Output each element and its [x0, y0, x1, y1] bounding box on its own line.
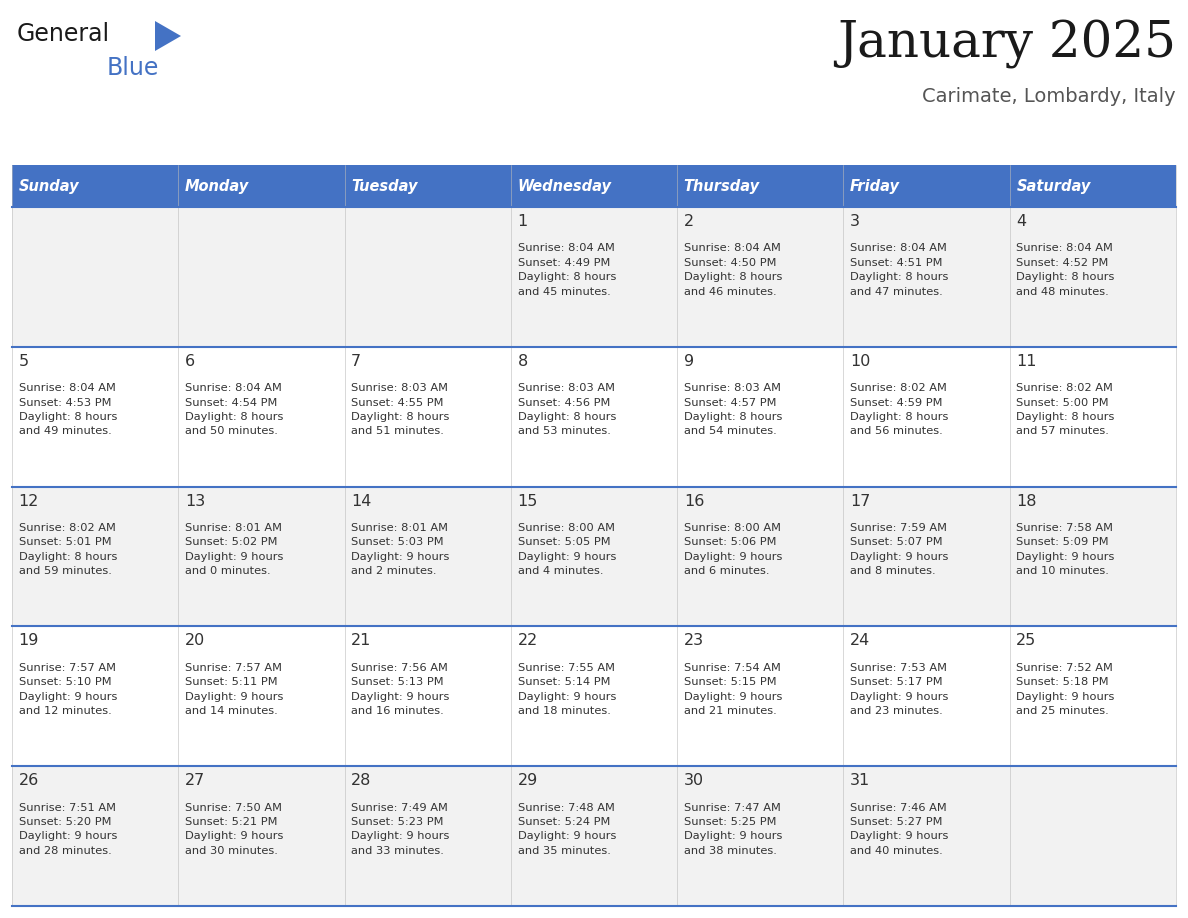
Text: 6: 6	[185, 353, 195, 369]
Text: Sunrise: 8:04 AM
Sunset: 4:49 PM
Daylight: 8 hours
and 45 minutes.: Sunrise: 8:04 AM Sunset: 4:49 PM Dayligh…	[518, 243, 615, 297]
Text: 15: 15	[518, 494, 538, 509]
Text: 10: 10	[851, 353, 871, 369]
Text: Sunrise: 7:46 AM
Sunset: 5:27 PM
Daylight: 9 hours
and 40 minutes.: Sunrise: 7:46 AM Sunset: 5:27 PM Dayligh…	[851, 802, 948, 856]
Text: Sunrise: 8:00 AM
Sunset: 5:05 PM
Daylight: 9 hours
and 4 minutes.: Sunrise: 8:00 AM Sunset: 5:05 PM Dayligh…	[518, 523, 615, 577]
Text: Sunrise: 8:04 AM
Sunset: 4:54 PM
Daylight: 8 hours
and 50 minutes.: Sunrise: 8:04 AM Sunset: 4:54 PM Dayligh…	[185, 383, 283, 436]
Text: Sunday: Sunday	[19, 178, 80, 194]
Text: Sunrise: 7:49 AM
Sunset: 5:23 PM
Daylight: 9 hours
and 33 minutes.: Sunrise: 7:49 AM Sunset: 5:23 PM Dayligh…	[352, 802, 449, 856]
Text: 28: 28	[352, 773, 372, 789]
Text: 2: 2	[684, 214, 694, 229]
Text: 23: 23	[684, 633, 704, 648]
Text: Sunrise: 8:02 AM
Sunset: 5:01 PM
Daylight: 8 hours
and 59 minutes.: Sunrise: 8:02 AM Sunset: 5:01 PM Dayligh…	[19, 523, 118, 577]
Text: Sunrise: 7:50 AM
Sunset: 5:21 PM
Daylight: 9 hours
and 30 minutes.: Sunrise: 7:50 AM Sunset: 5:21 PM Dayligh…	[185, 802, 283, 856]
Text: 19: 19	[19, 633, 39, 648]
Bar	[12, 347, 1176, 487]
Text: 22: 22	[518, 633, 538, 648]
Text: Sunrise: 8:00 AM
Sunset: 5:06 PM
Daylight: 9 hours
and 6 minutes.: Sunrise: 8:00 AM Sunset: 5:06 PM Dayligh…	[684, 523, 782, 577]
Text: 29: 29	[518, 773, 538, 789]
Text: Sunrise: 7:56 AM
Sunset: 5:13 PM
Daylight: 9 hours
and 16 minutes.: Sunrise: 7:56 AM Sunset: 5:13 PM Dayligh…	[352, 663, 449, 716]
Text: Tuesday: Tuesday	[352, 178, 418, 194]
Text: Friday: Friday	[851, 178, 901, 194]
Text: 16: 16	[684, 494, 704, 509]
Text: 18: 18	[1017, 494, 1037, 509]
Text: 31: 31	[851, 773, 871, 789]
Text: 4: 4	[1017, 214, 1026, 229]
Text: Sunrise: 7:47 AM
Sunset: 5:25 PM
Daylight: 9 hours
and 38 minutes.: Sunrise: 7:47 AM Sunset: 5:25 PM Dayligh…	[684, 802, 782, 856]
Bar	[12, 767, 1176, 906]
Bar	[12, 165, 1176, 207]
Bar	[12, 207, 1176, 347]
Text: Sunrise: 7:53 AM
Sunset: 5:17 PM
Daylight: 9 hours
and 23 minutes.: Sunrise: 7:53 AM Sunset: 5:17 PM Dayligh…	[851, 663, 948, 716]
Text: 21: 21	[352, 633, 372, 648]
Polygon shape	[154, 21, 181, 51]
Text: 5: 5	[19, 353, 29, 369]
Text: 27: 27	[185, 773, 206, 789]
Text: Monday: Monday	[185, 178, 249, 194]
Text: Sunrise: 8:01 AM
Sunset: 5:03 PM
Daylight: 9 hours
and 2 minutes.: Sunrise: 8:01 AM Sunset: 5:03 PM Dayligh…	[352, 523, 449, 577]
Text: 9: 9	[684, 353, 694, 369]
Text: Sunrise: 7:57 AM
Sunset: 5:10 PM
Daylight: 9 hours
and 12 minutes.: Sunrise: 7:57 AM Sunset: 5:10 PM Dayligh…	[19, 663, 118, 716]
Text: Thursday: Thursday	[684, 178, 760, 194]
Text: Sunrise: 7:55 AM
Sunset: 5:14 PM
Daylight: 9 hours
and 18 minutes.: Sunrise: 7:55 AM Sunset: 5:14 PM Dayligh…	[518, 663, 615, 716]
Text: Blue: Blue	[107, 56, 159, 80]
Bar	[12, 487, 1176, 626]
Text: 12: 12	[19, 494, 39, 509]
Text: 26: 26	[19, 773, 39, 789]
Text: Sunrise: 8:04 AM
Sunset: 4:50 PM
Daylight: 8 hours
and 46 minutes.: Sunrise: 8:04 AM Sunset: 4:50 PM Dayligh…	[684, 243, 782, 297]
Text: Sunrise: 8:03 AM
Sunset: 4:55 PM
Daylight: 8 hours
and 51 minutes.: Sunrise: 8:03 AM Sunset: 4:55 PM Dayligh…	[352, 383, 449, 436]
Text: Sunrise: 7:59 AM
Sunset: 5:07 PM
Daylight: 9 hours
and 8 minutes.: Sunrise: 7:59 AM Sunset: 5:07 PM Dayligh…	[851, 523, 948, 577]
Text: Saturday: Saturday	[1017, 178, 1091, 194]
Text: Sunrise: 7:52 AM
Sunset: 5:18 PM
Daylight: 9 hours
and 25 minutes.: Sunrise: 7:52 AM Sunset: 5:18 PM Dayligh…	[1017, 663, 1114, 716]
Text: Sunrise: 8:02 AM
Sunset: 4:59 PM
Daylight: 8 hours
and 56 minutes.: Sunrise: 8:02 AM Sunset: 4:59 PM Dayligh…	[851, 383, 948, 436]
Text: Sunrise: 8:04 AM
Sunset: 4:53 PM
Daylight: 8 hours
and 49 minutes.: Sunrise: 8:04 AM Sunset: 4:53 PM Dayligh…	[19, 383, 118, 436]
Text: 1: 1	[518, 214, 527, 229]
Text: Sunrise: 7:58 AM
Sunset: 5:09 PM
Daylight: 9 hours
and 10 minutes.: Sunrise: 7:58 AM Sunset: 5:09 PM Dayligh…	[1017, 523, 1114, 577]
Text: 8: 8	[518, 353, 527, 369]
Text: Sunrise: 7:48 AM
Sunset: 5:24 PM
Daylight: 9 hours
and 35 minutes.: Sunrise: 7:48 AM Sunset: 5:24 PM Dayligh…	[518, 802, 615, 856]
Text: 30: 30	[684, 773, 704, 789]
Text: 17: 17	[851, 494, 871, 509]
Text: General: General	[17, 22, 110, 46]
Text: Sunrise: 8:04 AM
Sunset: 4:51 PM
Daylight: 8 hours
and 47 minutes.: Sunrise: 8:04 AM Sunset: 4:51 PM Dayligh…	[851, 243, 948, 297]
Text: Sunrise: 8:03 AM
Sunset: 4:56 PM
Daylight: 8 hours
and 53 minutes.: Sunrise: 8:03 AM Sunset: 4:56 PM Dayligh…	[518, 383, 615, 436]
Text: Sunrise: 8:02 AM
Sunset: 5:00 PM
Daylight: 8 hours
and 57 minutes.: Sunrise: 8:02 AM Sunset: 5:00 PM Dayligh…	[1017, 383, 1114, 436]
Text: 7: 7	[352, 353, 361, 369]
Text: 13: 13	[185, 494, 206, 509]
Text: Wednesday: Wednesday	[518, 178, 612, 194]
Text: 14: 14	[352, 494, 372, 509]
Text: Sunrise: 8:03 AM
Sunset: 4:57 PM
Daylight: 8 hours
and 54 minutes.: Sunrise: 8:03 AM Sunset: 4:57 PM Dayligh…	[684, 383, 782, 436]
Text: Sunrise: 8:04 AM
Sunset: 4:52 PM
Daylight: 8 hours
and 48 minutes.: Sunrise: 8:04 AM Sunset: 4:52 PM Dayligh…	[1017, 243, 1114, 297]
Text: Sunrise: 8:01 AM
Sunset: 5:02 PM
Daylight: 9 hours
and 0 minutes.: Sunrise: 8:01 AM Sunset: 5:02 PM Dayligh…	[185, 523, 283, 577]
Text: Sunrise: 7:51 AM
Sunset: 5:20 PM
Daylight: 9 hours
and 28 minutes.: Sunrise: 7:51 AM Sunset: 5:20 PM Dayligh…	[19, 802, 118, 856]
Text: Carimate, Lombardy, Italy: Carimate, Lombardy, Italy	[922, 87, 1176, 106]
Bar	[12, 626, 1176, 767]
Text: January 2025: January 2025	[838, 20, 1176, 70]
Text: 25: 25	[1017, 633, 1037, 648]
Text: 24: 24	[851, 633, 871, 648]
Text: 20: 20	[185, 633, 206, 648]
Text: 3: 3	[851, 214, 860, 229]
Text: Sunrise: 7:54 AM
Sunset: 5:15 PM
Daylight: 9 hours
and 21 minutes.: Sunrise: 7:54 AM Sunset: 5:15 PM Dayligh…	[684, 663, 782, 716]
Text: Sunrise: 7:57 AM
Sunset: 5:11 PM
Daylight: 9 hours
and 14 minutes.: Sunrise: 7:57 AM Sunset: 5:11 PM Dayligh…	[185, 663, 283, 716]
Text: 11: 11	[1017, 353, 1037, 369]
